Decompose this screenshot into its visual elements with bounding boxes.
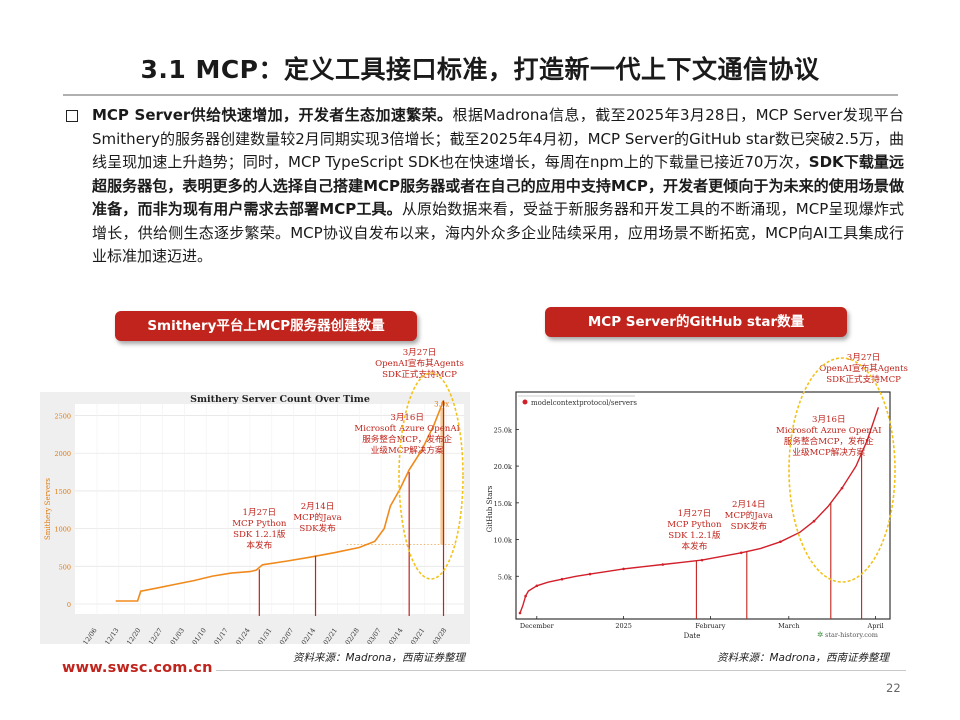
smithery-chart: Smithery Server Count Over Time 0 500 1000 1…: [40, 347, 470, 644]
annotation-label-line: 2月14日: [732, 499, 766, 510]
annotation-label-line: MCP Python: [232, 519, 287, 529]
stars-series-point: [622, 567, 625, 571]
page-number: 22: [886, 681, 901, 695]
y-tick-label: 20.0k: [494, 463, 512, 471]
stars-series-point: [560, 577, 564, 581]
stars-series-point: [865, 439, 869, 442]
y-tick-label: 1500: [54, 488, 71, 496]
highlight-ellipse: [398, 372, 464, 580]
annotation-label-line: SDK 1.2.1版: [668, 529, 721, 541]
stars-series-point: [661, 563, 665, 566]
bullet-square-icon: [66, 110, 78, 122]
highlight-ellipse: [788, 357, 896, 583]
y-tick-label: 2500: [54, 413, 71, 421]
paragraph-text-1: 根据Madrona信息，截至2025年3月28日，MCP Server发现平台S…: [92, 106, 904, 171]
y-tick-label: 0: [67, 601, 71, 609]
stars-series-point: [700, 558, 704, 562]
github-stars-chart: modelcontextprotocol/servers 5.0k 10.0k 15.…: [486, 352, 908, 640]
annotation-label-line: 1月27日: [243, 507, 277, 518]
y-tick-label: 1000: [54, 526, 71, 534]
stars-series-point: [535, 584, 539, 588]
annotation-label-line: 2月14日: [301, 501, 335, 512]
annotation-label-line: SDK正式支持MCP: [382, 368, 457, 380]
annotation-label-line: SDK 1.2.1版: [233, 528, 286, 540]
stars-series-point: [840, 486, 844, 490]
footer-divider: [216, 670, 906, 671]
stars-series-point: [524, 594, 527, 598]
y-tick-label: 15.0k: [494, 500, 512, 508]
annotation-label-line: 本发布: [682, 540, 708, 552]
footer-url-link[interactable]: www.swsc.com.cn: [62, 660, 213, 676]
annotation-label-line: SDK发布: [731, 520, 768, 532]
annotation-label-line: 3月27日: [403, 347, 437, 358]
annotation-label-line: SDK发布: [299, 522, 336, 534]
annotation-label-line: 本发布: [246, 539, 272, 551]
left-chart-caption-pill: Smithery平台上MCP服务器创建数量: [115, 311, 417, 341]
legend-label: modelcontextprotocol/servers: [531, 399, 637, 407]
x-tick-label: April: [867, 622, 884, 630]
annotation-label-line: 3月27日: [847, 352, 881, 363]
x-tick-label: December: [520, 622, 555, 630]
stars-series-point: [588, 572, 592, 576]
paragraph-bold-mid: SDK下载量远超服务器包，表明更多的人选择自己搭建MCP服务器或者在自己的应用中…: [92, 153, 904, 218]
x-tick-label: February: [695, 622, 725, 630]
x-tick-label: 2025: [615, 622, 632, 630]
x-axis-label: Date: [684, 632, 701, 640]
annotation-label-line: Microsoft Azure OpenAI: [354, 424, 460, 434]
y-axis-label: GitHub Stars: [486, 485, 494, 532]
growth-bar: [440, 408, 445, 545]
annotation-label-line: Microsoft Azure OpenAI: [776, 426, 882, 436]
annotation-label-line: 业级MCP解决方案: [792, 446, 865, 458]
paragraph-bold-lead: MCP Server供给快速增加，开发者生态加速繁荣。: [92, 106, 453, 124]
stars-series-point: [812, 519, 816, 523]
chart-title: Smithery Server Count Over Time: [190, 394, 370, 405]
annotation-label-line: OpenAI宣布其Agents: [375, 357, 464, 369]
page-title: 3.1 MCP：定义工具接口标准，打造新一代上下文通信协议: [140, 55, 820, 84]
stars-series-line: [519, 407, 880, 614]
stars-series-point: [739, 551, 743, 555]
y-axis-label: Smithery Servers: [44, 478, 52, 540]
annotation-label-line: 1月27日: [678, 508, 712, 519]
y-tick-label: 500: [59, 563, 71, 571]
watermark-label: star-history.com: [825, 631, 878, 639]
y-tick-label: 10.0k: [494, 537, 512, 545]
annotation-label-line: 业级MCP解决方案: [371, 444, 444, 456]
annotation-label-line: 3月16日: [390, 412, 424, 423]
annotation-label-line: MCP Python: [667, 520, 722, 530]
y-tick-label: 5.0k: [498, 573, 512, 581]
body-paragraph: MCP Server供给快速增加，开发者生态加速繁荣。根据Madrona信息，截…: [92, 104, 904, 269]
paragraph-text-2: 从原始数据来看，受益于新服务器和开发工具的不断涌现，MCP呈现爆炸式增长，供给侧…: [92, 200, 905, 265]
annotation-label-line: MCP的Java: [725, 509, 773, 521]
right-source-note: 资料来源：Madrona，西南证券整理: [717, 652, 889, 664]
annotation-label-line: 服务整合MCP，发布企: [784, 435, 874, 447]
star-history-icon: ✲: [817, 630, 824, 639]
title-divider: [63, 94, 898, 96]
annotation-label-line: SDK正式支持MCP: [826, 373, 901, 385]
annotation-label-line: 服务整合MCP，发布企: [362, 433, 452, 445]
plot-area: [75, 404, 464, 614]
plot-frame: [515, 391, 891, 620]
annotation-label-line: MCP的Java: [293, 511, 341, 523]
legend-marker: [522, 399, 528, 405]
stars-series-point: [518, 611, 522, 615]
annotation-label-line: 3月16日: [812, 414, 846, 425]
smithery-series-line: [115, 400, 445, 602]
right-chart-caption-pill: MCP Server的GitHub star数量: [545, 307, 847, 337]
left-source-note: 资料来源：Madrona，西南证券整理: [293, 652, 465, 664]
x-tick-label: March: [778, 622, 799, 630]
y-tick-label: 2000: [54, 450, 71, 458]
y-tick-label: 25.0k: [494, 426, 512, 434]
stars-series-point: [779, 540, 782, 544]
